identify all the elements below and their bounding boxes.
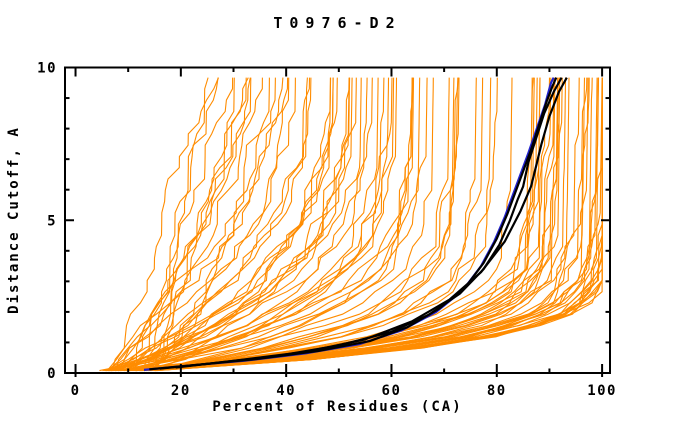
ensemble-curves [99,77,603,372]
curves-layer [99,77,603,372]
svg-text:0: 0 [47,366,57,382]
chart-title: T0976-D2 [273,14,402,32]
svg-text:0: 0 [71,383,81,399]
svg-text:20: 20 [171,383,191,399]
svg-text:60: 60 [382,383,402,399]
svg-text:40: 40 [276,383,296,399]
svg-text:80: 80 [487,383,507,399]
svg-text:5: 5 [47,213,57,229]
y-tick-labels: 0 5 10 [37,61,57,383]
axis-ticks [65,66,610,377]
x-axis-label: Percent of Residues (CA) [212,399,463,415]
svg-text:100: 100 [587,383,617,399]
highlight-curve-3 [175,77,568,369]
x-tick-labels: 0 20 40 60 80 100 [71,383,617,399]
svg-text:10: 10 [37,61,57,77]
